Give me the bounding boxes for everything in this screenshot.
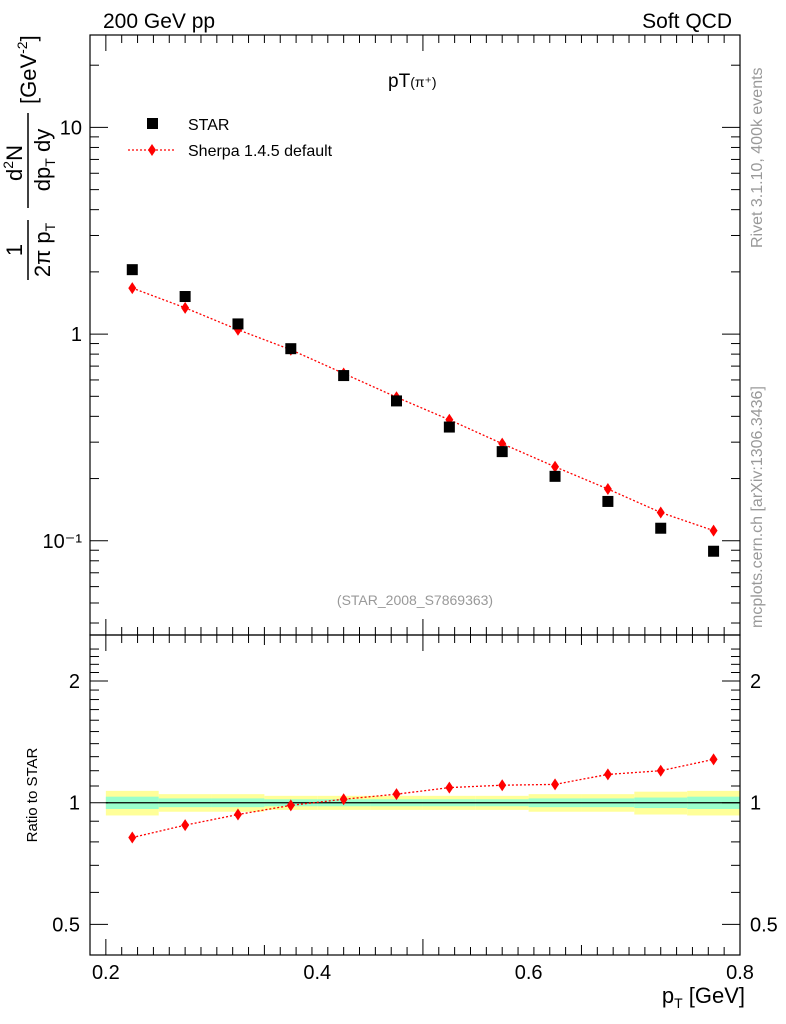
- ratio-sherpa-point: [392, 788, 401, 801]
- ratio-ytick-label: 0.5: [52, 914, 80, 936]
- main-ylabel: 1 2π pT d2N dpT dy [GeV-2]: [0, 35, 58, 280]
- ratio-xtick-label: 0.2: [92, 962, 120, 984]
- star-point: [179, 291, 191, 303]
- ratio-sherpa-point: [603, 768, 612, 781]
- ratio-panel: 0.2 0.4 0.6 0.8 2 2 1 1 0.5 0.5 Ratio to STAR pT …: [24, 634, 778, 1011]
- ratio-sherpa-point: [551, 778, 560, 791]
- main-title: pT(π⁺): [388, 71, 437, 92]
- star-point: [285, 343, 297, 355]
- header-right: Soft QCD: [642, 10, 732, 33]
- ratio-ytick-label-right: 2: [750, 671, 761, 693]
- ylabel-d2n: d2N: [0, 145, 27, 181]
- main-ytick-label: 10⁻¹: [43, 531, 83, 553]
- star-point: [655, 522, 667, 534]
- legend-sherpa-label: Sherpa 1.4.5 default: [188, 143, 333, 160]
- star-point: [338, 370, 350, 382]
- sherpa-point: [128, 282, 137, 295]
- star-point: [443, 421, 455, 433]
- ratio-sherpa-line: [132, 758, 714, 839]
- ratio-ylabel: Ratio to STAR: [24, 747, 41, 842]
- sherpa-point: [709, 524, 718, 537]
- ylabel-2pipt: 2π pT: [30, 222, 58, 277]
- analysis-annotation: (STAR_2008_S7869363): [337, 592, 493, 608]
- ratio-sherpa-point: [181, 819, 190, 832]
- star-point: [708, 545, 720, 557]
- ratio-frame: [89, 634, 741, 956]
- ratio-ytick-label: 2: [69, 671, 80, 693]
- ratio-ytick-label: 1: [69, 793, 80, 815]
- ratio-sherpa-point: [128, 831, 137, 844]
- main-series: [126, 264, 720, 557]
- star-point: [232, 318, 244, 330]
- star-point: [549, 470, 561, 482]
- ratio-xtick-label: 0.8: [726, 962, 754, 984]
- xlabel-p: p: [662, 983, 674, 1008]
- legend-star-marker: [147, 118, 158, 129]
- star-point: [602, 495, 614, 507]
- ratio-ytick-label-right: 0.5: [750, 914, 778, 936]
- rivet-label: Rivet 3.1.10, 400k events: [749, 67, 766, 248]
- ylabel-unit: [GeV-2]: [14, 35, 41, 104]
- ratio-series: [128, 753, 718, 844]
- header-left: 200 GeV pp: [103, 10, 215, 33]
- main-panel: pT(π⁺) 1 2π pT d2N dpT dy [GeV-2] (STAR_…: [0, 34, 741, 636]
- ratio-sherpa-point: [233, 808, 242, 821]
- ylabel-dptdy: dpT dy: [30, 129, 58, 191]
- main-ytick-label: 10: [60, 117, 82, 139]
- x-axis-label: pT [GeV]: [662, 983, 745, 1011]
- sherpa-point: [181, 301, 190, 314]
- ylabel-one: 1: [2, 244, 27, 256]
- ratio-xtick-label: 0.6: [515, 962, 543, 984]
- ratio-sherpa-point: [445, 781, 454, 794]
- ratio-ytick-label-right: 1: [750, 793, 761, 815]
- legend-sherpa-marker: [148, 144, 156, 156]
- star-point: [391, 395, 403, 407]
- sherpa-line: [132, 287, 714, 532]
- main-ytick-label: 1: [71, 324, 82, 346]
- ratio-xtick-label: 0.4: [303, 962, 331, 984]
- star-point: [126, 264, 138, 276]
- sherpa-point: [551, 460, 560, 473]
- sherpa-point: [603, 483, 612, 496]
- ratio-sherpa-point: [709, 753, 718, 766]
- star-point: [496, 446, 508, 458]
- ratio-sherpa-point: [498, 779, 507, 792]
- ratio-sherpa-point: [656, 764, 665, 777]
- mcplots-label: mcplots.cern.ch [arXiv:1306.3436]: [749, 386, 766, 628]
- xlabel-unit: [GeV]: [683, 983, 745, 1008]
- legend: STAR Sherpa 1.4.5 default: [128, 117, 333, 160]
- ratio-sherpa-point: [286, 799, 295, 812]
- xlabel-sub: T: [674, 995, 683, 1011]
- main-title-text: pT: [388, 71, 411, 92]
- main-title-paren: (π⁺): [410, 74, 436, 90]
- ratio-ticks: 0.2 0.4 0.6 0.8 2 2 1 1 0.5 0.5: [52, 635, 778, 984]
- ratio-sherpa-point: [339, 793, 348, 806]
- main-ticks: 10 1 10⁻¹: [43, 35, 741, 635]
- sherpa-point: [656, 506, 665, 519]
- legend-star-label: STAR: [188, 117, 229, 134]
